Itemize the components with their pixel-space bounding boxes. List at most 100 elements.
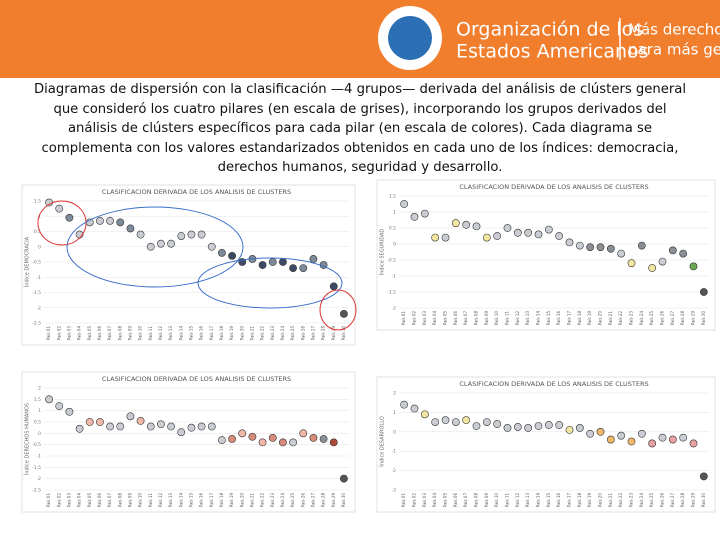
point [420, 410, 429, 419]
x-tick-label: País 30 [701, 311, 706, 326]
point [400, 200, 409, 208]
point [319, 261, 328, 269]
point [106, 422, 114, 431]
point [441, 233, 450, 242]
x-tick-label: País 11 [148, 326, 153, 341]
x-tick-label: País 28 [321, 493, 326, 508]
x-tick-label: País 08 [117, 326, 122, 341]
x-tick-label: País 27 [310, 493, 315, 508]
y-tick-label: -2 [37, 305, 42, 311]
point [493, 420, 502, 428]
point [513, 228, 522, 237]
x-tick-label: País 20 [239, 493, 244, 508]
caption: Diagramas de dispersión con la clasifica… [33, 82, 687, 175]
x-tick-label: País 01 [46, 493, 51, 508]
point [75, 230, 84, 239]
x-tick-label: País 13 [525, 311, 530, 326]
point [699, 472, 708, 481]
point [146, 422, 155, 431]
x-tick-label: País 24 [639, 493, 644, 508]
x-tick-label: País 12 [515, 311, 520, 326]
x-tick-label: País 10 [494, 311, 499, 326]
header-graphic: Organización de los Estados Americanos M… [378, 6, 720, 70]
point [451, 418, 460, 426]
y-tick-label: -2 [37, 476, 42, 482]
x-tick-label: País 10 [138, 326, 143, 341]
point [116, 422, 125, 431]
x-tick-label: País 05 [443, 493, 448, 508]
y-tick-label: -1 [392, 449, 397, 455]
point [493, 232, 502, 240]
y-tick-label: 1.5 [34, 199, 41, 205]
point [668, 246, 677, 255]
x-tick-label: País 05 [87, 326, 92, 341]
x-tick-label: País 15 [188, 326, 193, 341]
point [648, 439, 657, 448]
highlight-ellipse [37, 200, 87, 246]
point [299, 429, 308, 438]
chart-title: CLASIFICACION DERIVADA DE LOS ANALISIS D… [459, 380, 648, 388]
y-axis-label: Índice DEMOCRACIA [24, 236, 31, 287]
point [228, 251, 236, 260]
x-tick-label: País 02 [56, 493, 61, 508]
x-tick-label: País 22 [618, 311, 623, 326]
y-tick-label: -0.5 [387, 258, 396, 264]
x-tick-label: País 20 [598, 493, 603, 508]
y-tick-label: 0 [38, 244, 41, 250]
x-tick-label: País 07 [463, 311, 468, 326]
x-tick-label: País 15 [546, 493, 551, 508]
x-tick-label: País 06 [97, 326, 102, 341]
point [157, 420, 165, 429]
x-tick-label: País 29 [331, 326, 336, 341]
point [658, 257, 667, 266]
x-tick-label: País 06 [453, 311, 458, 326]
point [207, 422, 216, 431]
x-tick-label: País 25 [649, 311, 654, 326]
x-tick-label: País 18 [577, 493, 582, 508]
y-tick-label: 1 [38, 408, 41, 414]
x-tick-label: País 10 [138, 493, 143, 508]
point [575, 241, 584, 250]
y-tick-label: 2 [38, 386, 41, 392]
x-tick-label: País 09 [127, 326, 132, 341]
point [309, 255, 318, 263]
point [146, 242, 155, 251]
x-tick-label: País 07 [463, 493, 468, 508]
x-tick-label: País 19 [587, 311, 592, 326]
y-tick-label: -1 [37, 275, 42, 281]
x-tick-label: País 27 [670, 493, 675, 508]
x-tick-label: País 05 [87, 493, 92, 508]
point [177, 428, 186, 437]
point [420, 209, 429, 218]
point [85, 418, 94, 426]
x-tick-label: País 12 [158, 493, 163, 508]
x-tick-label: País 26 [300, 493, 305, 508]
point [400, 400, 409, 409]
point [258, 438, 267, 447]
point [462, 220, 471, 229]
point [248, 255, 257, 263]
point [218, 248, 226, 257]
point [586, 243, 595, 252]
x-tick-label: País 25 [649, 493, 654, 508]
x-tick-label: País 06 [453, 493, 458, 508]
point [637, 241, 646, 250]
x-tick-label: País 26 [300, 326, 305, 341]
x-tick-label: País 11 [505, 493, 510, 508]
point [544, 225, 553, 234]
y-tick-label: 1 [393, 210, 396, 216]
y-tick-label: 0.5 [34, 229, 41, 235]
point [65, 213, 74, 222]
x-tick-label: País 06 [97, 493, 102, 508]
x-tick-label: País 09 [484, 493, 489, 508]
point [75, 424, 84, 433]
x-tick-label: País 05 [443, 311, 448, 326]
x-tick-label: País 16 [199, 493, 204, 508]
x-tick-label: País 04 [77, 326, 82, 341]
x-tick-label: País 17 [567, 311, 572, 326]
x-tick-label: País 09 [484, 311, 489, 326]
x-tick-label: País 17 [209, 326, 214, 341]
chart-title: CLASIFICACION DERIVADA DE LOS ANALISIS D… [102, 375, 291, 383]
point [658, 433, 667, 442]
